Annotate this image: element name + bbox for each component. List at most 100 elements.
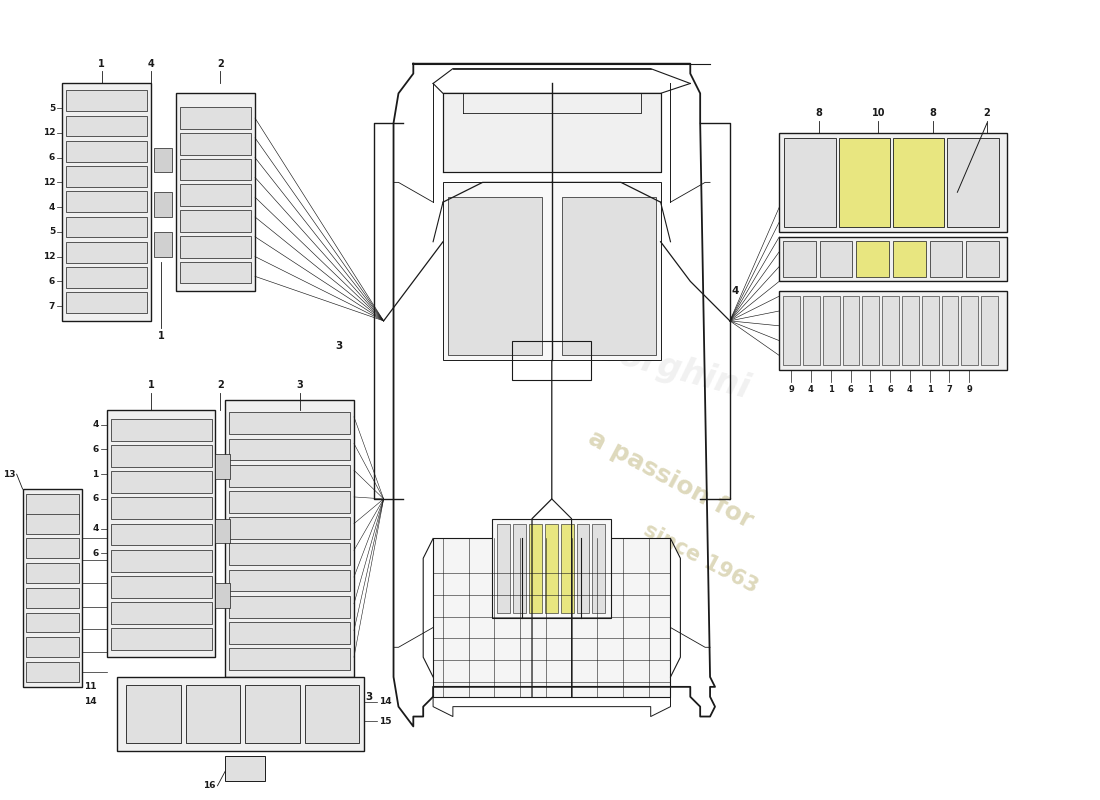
Bar <box>180 184 251 206</box>
Bar <box>180 236 251 258</box>
Bar <box>784 138 836 227</box>
Bar <box>66 116 147 136</box>
Bar <box>562 198 656 355</box>
Bar <box>180 133 251 154</box>
Bar <box>229 518 350 539</box>
Text: 1: 1 <box>157 330 165 341</box>
Bar <box>226 400 354 677</box>
Bar <box>779 133 1006 232</box>
Text: 14: 14 <box>378 697 392 706</box>
Bar <box>25 638 79 657</box>
Bar <box>229 570 350 591</box>
Text: 5: 5 <box>50 104 55 113</box>
Text: 12: 12 <box>43 252 55 261</box>
Bar <box>63 83 151 321</box>
Text: 12: 12 <box>43 178 55 187</box>
Text: 8: 8 <box>815 108 823 118</box>
Bar <box>497 524 510 613</box>
Bar <box>305 685 359 743</box>
Bar <box>942 296 958 366</box>
Bar <box>229 465 350 486</box>
Bar <box>433 538 671 697</box>
Bar <box>111 602 211 624</box>
Text: 2: 2 <box>983 108 990 118</box>
Bar <box>843 296 859 366</box>
Bar <box>111 498 211 519</box>
Text: 1: 1 <box>147 380 155 390</box>
Bar <box>893 138 945 227</box>
Bar <box>966 241 999 278</box>
Bar <box>493 518 612 618</box>
Text: 1: 1 <box>828 385 834 394</box>
Text: 4: 4 <box>48 202 55 212</box>
Text: 2: 2 <box>217 380 223 390</box>
Bar <box>66 141 147 162</box>
Text: 11: 11 <box>84 682 96 691</box>
Bar <box>111 471 211 493</box>
Text: 10: 10 <box>871 108 886 118</box>
Bar <box>922 296 938 366</box>
Bar <box>947 138 999 227</box>
Text: 16: 16 <box>204 782 216 790</box>
Bar <box>66 90 147 111</box>
Text: 6: 6 <box>92 494 99 503</box>
Bar <box>779 291 1006 370</box>
Bar <box>111 524 211 546</box>
Bar <box>180 210 251 232</box>
Text: 4: 4 <box>808 385 814 394</box>
Bar <box>154 192 172 217</box>
Bar <box>930 241 962 278</box>
Bar <box>443 182 661 361</box>
Text: 3: 3 <box>296 380 303 390</box>
Bar <box>226 756 265 781</box>
Text: 1: 1 <box>98 58 106 69</box>
Text: 4: 4 <box>92 524 99 533</box>
Text: 5: 5 <box>50 227 55 236</box>
Bar <box>25 588 79 608</box>
Bar <box>229 648 350 670</box>
Bar <box>229 543 350 565</box>
Bar <box>229 438 350 460</box>
Bar <box>186 685 240 743</box>
Text: 6: 6 <box>92 549 99 558</box>
Bar <box>111 418 211 441</box>
Bar <box>25 563 79 583</box>
Bar <box>448 198 542 355</box>
Bar <box>245 685 299 743</box>
Bar <box>180 107 251 129</box>
Bar <box>593 524 605 613</box>
Bar <box>25 514 79 534</box>
Text: 4: 4 <box>92 420 99 430</box>
Bar <box>902 296 918 366</box>
Text: 9: 9 <box>966 385 972 394</box>
Bar <box>117 677 364 751</box>
Bar <box>862 296 879 366</box>
Text: 4: 4 <box>906 385 913 394</box>
Bar <box>229 491 350 513</box>
Text: a passion for: a passion for <box>584 426 757 533</box>
Bar <box>23 489 81 687</box>
Text: 4: 4 <box>732 286 738 296</box>
Bar <box>783 241 816 278</box>
Bar <box>893 241 926 278</box>
Text: 6: 6 <box>92 445 99 454</box>
Bar <box>981 296 998 366</box>
Text: 1: 1 <box>92 470 99 478</box>
Bar <box>229 622 350 644</box>
Bar <box>180 262 251 283</box>
Text: 4: 4 <box>147 58 155 69</box>
Bar <box>779 237 1006 282</box>
Text: 2: 2 <box>217 58 223 69</box>
Bar <box>882 296 899 366</box>
Bar <box>66 267 147 288</box>
Bar <box>66 191 147 212</box>
Bar <box>514 524 526 613</box>
Text: 1: 1 <box>926 385 933 394</box>
Bar <box>107 410 216 657</box>
Bar <box>561 524 573 613</box>
Text: 12: 12 <box>43 129 55 138</box>
Bar <box>111 576 211 598</box>
Bar <box>154 148 172 173</box>
Bar <box>66 292 147 313</box>
Text: 7: 7 <box>48 302 55 310</box>
